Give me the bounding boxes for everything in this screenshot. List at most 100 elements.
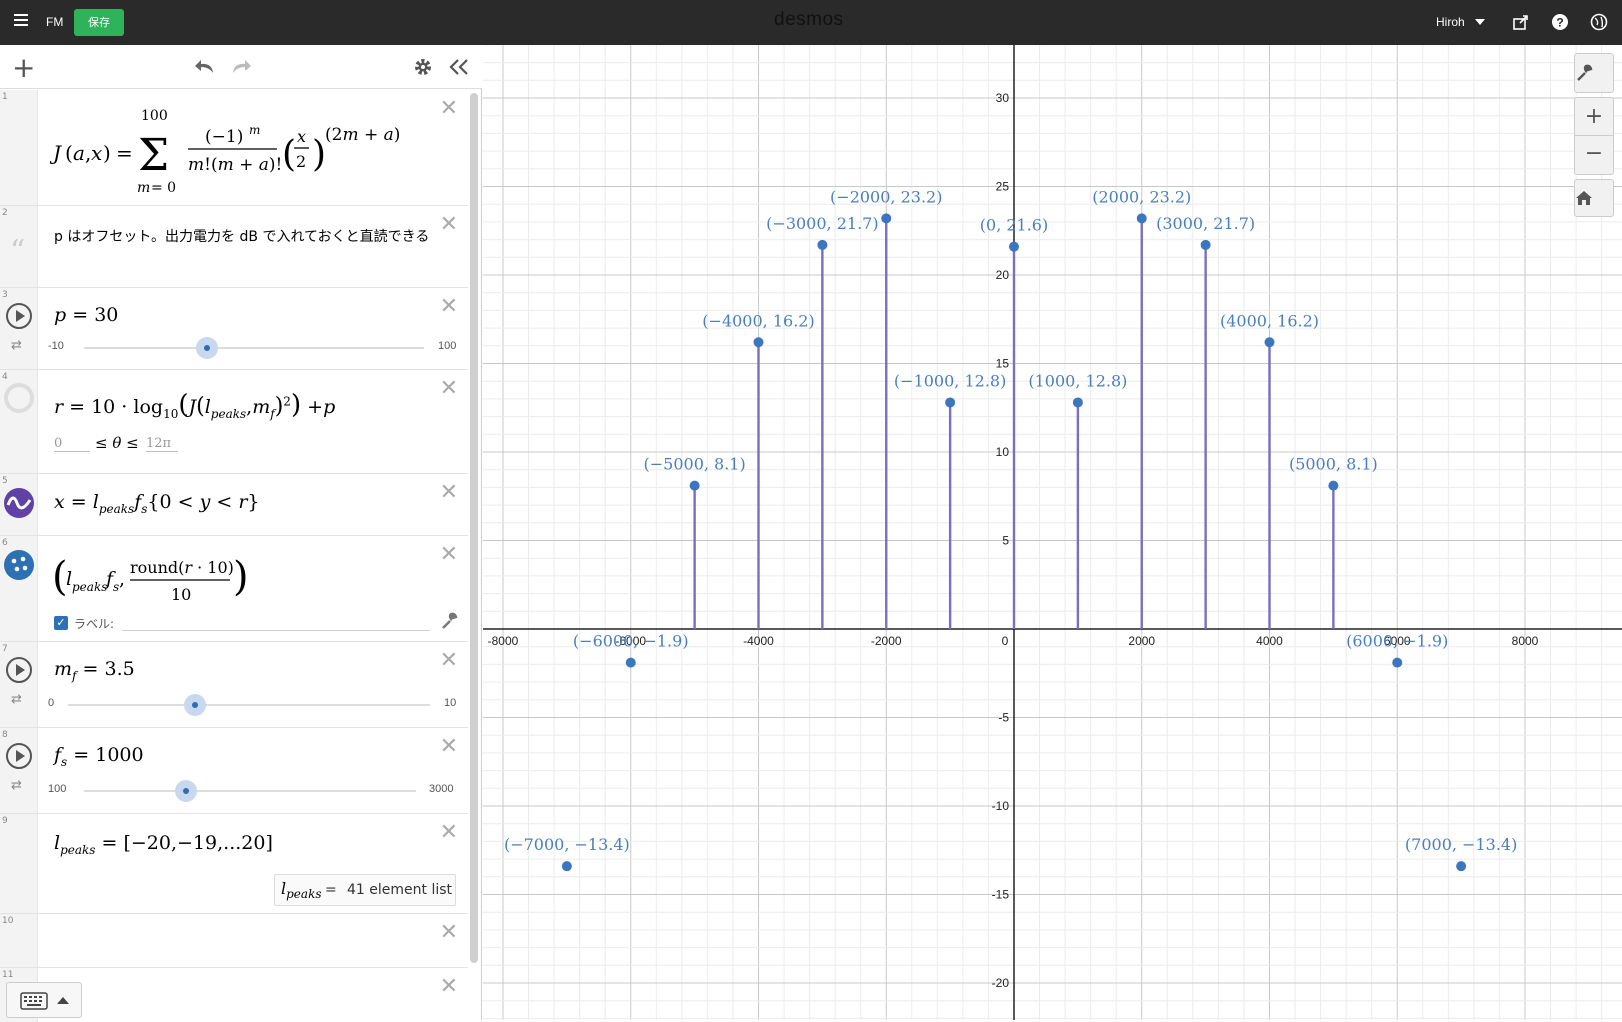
slider-track[interactable] <box>68 704 430 706</box>
zoom-out-button[interactable]: − <box>1584 141 1604 166</box>
undo-icon[interactable] <box>193 58 217 76</box>
zoom-in-button[interactable]: + <box>1575 98 1613 136</box>
expression-number: 6 <box>2 538 8 548</box>
expression-row-2[interactable]: 2 “ ✕ p はオフセット。出力電力を dB で入れておくと直読できる <box>0 206 468 288</box>
y-tick-label: 10 <box>996 445 1010 459</box>
add-expression-icon[interactable]: + <box>12 51 36 84</box>
slider-expression[interactable]: mf = 3.5 <box>54 658 135 683</box>
slider-min[interactable]: -10 <box>48 340 64 352</box>
svg-text:=: = <box>116 141 133 165</box>
points-color-icon[interactable] <box>4 550 34 580</box>
y-tick-label: 5 <box>1002 534 1009 548</box>
delete-expression-icon[interactable]: ✕ <box>439 212 458 237</box>
label-input[interactable] <box>122 630 430 631</box>
point-label: (6000, −1.9) <box>1346 632 1448 651</box>
menu-icon[interactable] <box>14 14 28 28</box>
delete-expression-icon[interactable]: ✕ <box>439 648 458 673</box>
delete-expression-icon[interactable]: ✕ <box>439 820 458 845</box>
slider-min[interactable]: 100 <box>48 783 67 795</box>
keyboard-toggle-button[interactable] <box>6 982 82 1018</box>
expression-row-8[interactable]: 8 ⇄ ✕ fs = 1000 100 3000 <box>0 728 468 814</box>
slider-expression[interactable]: fs = 1000 <box>54 744 144 769</box>
user-menu[interactable]: Hiroh <box>1436 15 1465 29</box>
svg-text:m: m <box>249 123 260 137</box>
share-icon[interactable] <box>1512 13 1530 31</box>
help-icon[interactable]: ? <box>1551 13 1569 31</box>
svg-text:= 0: = 0 <box>151 180 176 196</box>
slider-min[interactable]: 0 <box>48 697 55 709</box>
expression-row-9[interactable]: 9 ✕ lpeaks = [−20,−19,...20] lpeaks = 41… <box>0 814 468 914</box>
slider-expression[interactable]: p = 30 <box>54 304 119 326</box>
loop-icon[interactable]: ⇄ <box>11 692 22 707</box>
redo-icon[interactable] <box>229 58 253 76</box>
slider-handle[interactable] <box>175 780 197 802</box>
data-point <box>881 213 892 224</box>
expression-row-6[interactable]: 6 ✕ ( l peaks f s , round(r · 10) 10 ) ✓… <box>0 536 468 642</box>
save-button[interactable]: 保存 <box>74 9 124 36</box>
delete-expression-icon[interactable]: ✕ <box>439 734 458 759</box>
svg-text:(: ( <box>65 141 73 165</box>
delete-expression-icon[interactable]: ✕ <box>439 480 458 505</box>
data-point <box>1136 213 1147 224</box>
graph-paper[interactable]: -8000 -6000 -4000 -2000 0 2000 4000 6000 8000 -20… <box>483 45 1622 1020</box>
wrench-icon[interactable] <box>440 612 458 630</box>
svg-text:(2m + a): (2m + a) <box>325 125 400 145</box>
delete-expression-icon[interactable]: ✕ <box>439 974 458 999</box>
play-icon[interactable] <box>6 657 32 683</box>
delete-expression-icon[interactable]: ✕ <box>439 920 458 945</box>
expression-row-10[interactable]: 10 ✕ <box>0 914 468 968</box>
svg-text:2: 2 <box>296 152 306 171</box>
delete-expression-icon[interactable]: ✕ <box>439 96 458 121</box>
data-point <box>753 337 764 348</box>
scrollbar[interactable] <box>470 93 478 963</box>
x-tick-label: 6000 <box>1384 634 1411 648</box>
label-checkbox[interactable]: ✓ <box>54 616 68 630</box>
list-expression[interactable]: lpeaks = [−20,−19,...20] <box>54 832 273 857</box>
r-formula[interactable]: r = 10 · log10(J(lpeaks,mf)2) +p <box>54 390 336 421</box>
theta-min-input[interactable]: 0 <box>54 436 90 452</box>
slider-handle[interactable] <box>196 337 218 359</box>
slider-max[interactable]: 100 <box>438 340 457 352</box>
graph-settings-button[interactable] <box>1574 53 1614 93</box>
expression-number: 10 <box>2 916 14 926</box>
expression-row-1[interactable]: 1 ✕ J ( a , x ) = 100 Σ m = 0 (−1) m m!(… <box>0 90 468 206</box>
graph-canvas[interactable]: -8000 -6000 -4000 -2000 0 2000 4000 6000 8000 -20… <box>483 45 1622 1020</box>
collapse-panel-icon[interactable] <box>448 58 470 76</box>
hidden-graph-icon[interactable] <box>4 383 34 413</box>
points-formula[interactable]: ( l peaks f s , round(r · 10) 10 ) <box>50 550 260 606</box>
loop-icon[interactable]: ⇄ <box>11 778 22 793</box>
graph-color-icon[interactable] <box>4 488 34 518</box>
bessel-formula: J ( a , x ) = 100 Σ m = 0 (−1) m m!(m + … <box>50 108 400 196</box>
list-evaluation-value: 41 element list <box>347 882 453 898</box>
delete-expression-icon[interactable]: ✕ <box>439 294 458 319</box>
play-icon[interactable] <box>6 303 32 329</box>
default-viewport-button[interactable] <box>1574 179 1614 217</box>
file-name[interactable]: FM <box>46 15 64 29</box>
chevron-down-icon[interactable] <box>1475 19 1485 25</box>
svg-text:x: x <box>297 127 306 146</box>
gear-icon[interactable] <box>413 57 433 77</box>
delete-expression-icon[interactable]: ✕ <box>439 376 458 401</box>
expression-row-3[interactable]: 3 ⇄ ✕ p = 30 -10 100 <box>0 288 468 370</box>
globe-icon[interactable] <box>1590 13 1608 31</box>
loop-icon[interactable]: ⇄ <box>11 338 22 353</box>
svg-text:peaks: peaks <box>72 580 107 594</box>
slider-handle[interactable] <box>184 694 206 716</box>
slider-max[interactable]: 10 <box>444 697 457 709</box>
expression-row-7[interactable]: 7 ⇄ ✕ mf = 3.5 0 10 <box>0 642 468 728</box>
x-formula[interactable]: x = lpeaksfs{0 < y < r} <box>54 491 260 516</box>
slider-track[interactable] <box>84 347 424 349</box>
play-icon[interactable] <box>6 743 32 769</box>
expression-row-5[interactable]: 5 ✕ x = lpeaksfs{0 < y < r} <box>0 474 468 536</box>
slider-track[interactable] <box>84 790 416 792</box>
svg-text:,: , <box>119 568 125 590</box>
theta-max-input[interactable]: 12π <box>146 436 178 452</box>
y-tick-label: 15 <box>996 357 1010 371</box>
data-point <box>1456 861 1467 872</box>
slider-max[interactable]: 3000 <box>429 783 454 795</box>
note-text[interactable]: p はオフセット。出力電力を dB で入れておくと直読できる <box>54 229 430 245</box>
expression-row-4[interactable]: 4 ✕ r = 10 · log10(J(lpeaks,mf)2) +p 0 ≤… <box>0 370 468 474</box>
keyboard-icon <box>20 992 48 1010</box>
delete-expression-icon[interactable]: ✕ <box>439 542 458 567</box>
home-icon <box>1576 191 1592 205</box>
